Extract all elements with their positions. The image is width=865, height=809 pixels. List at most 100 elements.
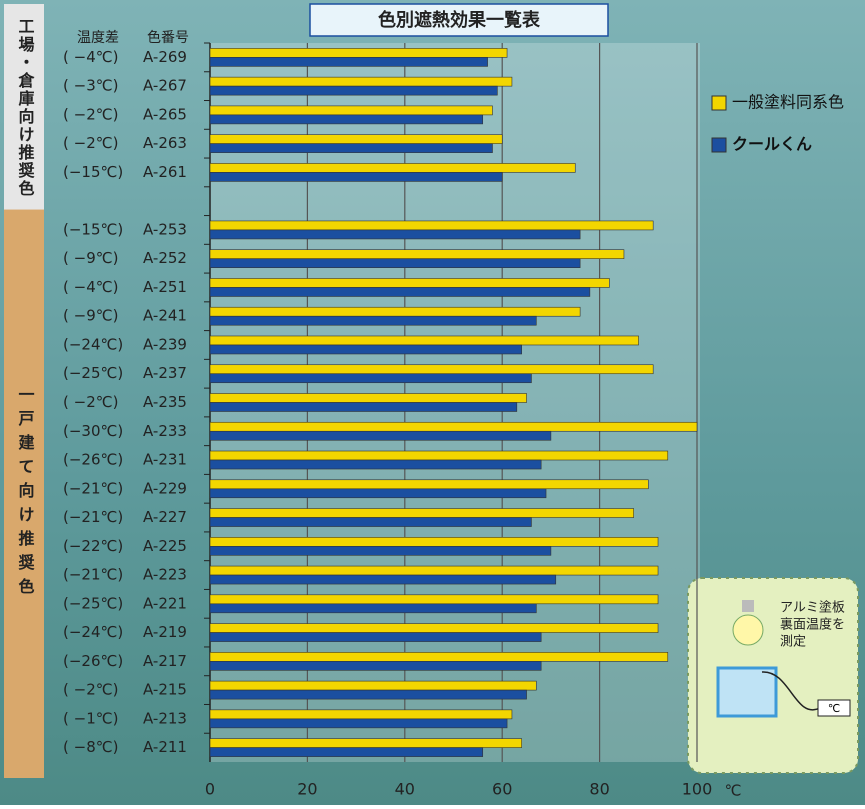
bar xyxy=(209,738,522,748)
temp-diff-label: ( −2℃) xyxy=(63,681,118,699)
bar xyxy=(209,134,503,144)
y-tick-label: A-265 xyxy=(143,105,187,123)
bar xyxy=(209,680,537,691)
meter-label: ℃ xyxy=(828,702,840,715)
bar xyxy=(209,623,659,633)
y-tick-label: A-219 xyxy=(143,623,187,641)
bar xyxy=(209,76,513,87)
y-tick-label: A-261 xyxy=(143,163,187,181)
bar xyxy=(209,85,498,96)
temp-diff-label: (−24℃) xyxy=(63,335,123,353)
y-tick-label: A-225 xyxy=(143,537,187,555)
y-tick-label: A-237 xyxy=(143,364,187,382)
temp-diff-label: (−30℃) xyxy=(63,422,123,440)
bar xyxy=(209,603,537,614)
x-tick-label: 40 xyxy=(395,780,415,799)
bar xyxy=(209,632,542,642)
y-tick-label: A-241 xyxy=(143,307,187,325)
temp-diff-label: (−25℃) xyxy=(63,594,123,612)
y-tick-label: A-231 xyxy=(143,451,187,469)
bar xyxy=(209,258,581,269)
bar xyxy=(209,335,639,346)
temp-diff-label: (−26℃) xyxy=(63,451,123,469)
bulb-base xyxy=(742,600,754,612)
legend-swatch xyxy=(711,95,727,111)
bar xyxy=(209,459,542,470)
y-tick-label: A-227 xyxy=(143,508,187,526)
temp-diff-label: ( −9℃) xyxy=(63,307,118,325)
y-tick-label: A-263 xyxy=(143,134,187,152)
chart-title: 色別遮熱効果一覧表 xyxy=(378,9,541,31)
legend-label: クールくん xyxy=(732,135,812,154)
temp-diff-label: ( −1℃) xyxy=(63,709,118,727)
bar xyxy=(209,718,508,729)
temp-diff-label: ( −3℃) xyxy=(63,77,118,95)
y-tick-label: A-223 xyxy=(143,566,187,584)
temp-diff-label: ( −9℃) xyxy=(63,249,118,267)
bar xyxy=(209,488,547,499)
y-tick-label: A-269 xyxy=(143,48,187,66)
bar xyxy=(209,229,581,240)
group-label: 一戸建て向け推奨色 xyxy=(16,386,36,602)
x-unit: ℃ xyxy=(725,782,742,800)
bar xyxy=(209,574,557,585)
x-tick-label: 0 xyxy=(205,780,215,799)
legend-swatch xyxy=(711,137,727,153)
legend-label: 一般塗料同系色 xyxy=(732,93,844,112)
y-tick-label: A-217 xyxy=(143,652,187,670)
bar xyxy=(209,105,493,116)
bar xyxy=(209,249,625,259)
bar xyxy=(209,172,503,182)
wire xyxy=(761,671,821,711)
bar xyxy=(209,594,659,605)
column-header: 温度差 xyxy=(77,30,119,46)
y-tick-label: A-239 xyxy=(143,335,187,353)
temp-diff-label: ( −4℃) xyxy=(63,278,118,296)
bar xyxy=(209,114,484,125)
bar xyxy=(209,508,634,518)
x-tick-label: 80 xyxy=(589,780,609,799)
temp-diff-label: (−21℃) xyxy=(63,479,123,497)
bar xyxy=(209,517,532,527)
bar xyxy=(209,709,513,720)
y-tick-label: A-251 xyxy=(143,278,187,296)
bar xyxy=(209,661,542,671)
y-tick-label: A-213 xyxy=(143,709,187,727)
bar xyxy=(209,565,659,576)
temp-diff-label: (−21℃) xyxy=(63,566,123,584)
temp-diff-label: ( −8℃) xyxy=(63,738,118,756)
x-tick-label: 60 xyxy=(492,780,512,799)
y-tick-label: A-215 xyxy=(143,681,187,699)
bar xyxy=(209,421,698,432)
meter xyxy=(817,699,851,717)
group-label: 工場・倉庫向け推奨色 xyxy=(16,18,36,198)
x-tick-label: 20 xyxy=(297,780,317,799)
bar xyxy=(209,364,654,375)
temp-diff-label: (−22℃) xyxy=(63,537,123,555)
temp-diff-label: (−24℃) xyxy=(63,623,123,641)
bar xyxy=(209,430,552,441)
bar xyxy=(209,393,527,403)
bar xyxy=(209,344,522,355)
temp-diff-label: (−15℃) xyxy=(63,220,123,238)
inset-text: アルミ塗板 xyxy=(780,600,845,616)
y-tick-label: A-221 xyxy=(143,594,187,612)
y-tick-label: A-253 xyxy=(143,220,187,238)
group-box xyxy=(4,4,44,212)
bar xyxy=(209,48,508,58)
bar xyxy=(209,545,552,556)
bar xyxy=(209,689,527,700)
temp-diff-label: (−25℃) xyxy=(63,364,123,382)
bar xyxy=(209,652,669,662)
bar xyxy=(209,747,484,757)
temp-diff-label: ( −2℃) xyxy=(63,105,118,123)
y-tick-label: A-233 xyxy=(143,422,187,440)
y-tick-label: A-211 xyxy=(143,738,187,756)
bar xyxy=(209,143,493,153)
bar xyxy=(209,163,576,173)
temp-diff-label: (−21℃) xyxy=(63,508,123,526)
column-header: 色番号 xyxy=(147,29,189,46)
group-box xyxy=(4,209,44,778)
temp-diff-label: ( −2℃) xyxy=(63,393,118,411)
inset: ℃ アルミ塗板 裏面温度を 測定 xyxy=(687,577,859,774)
